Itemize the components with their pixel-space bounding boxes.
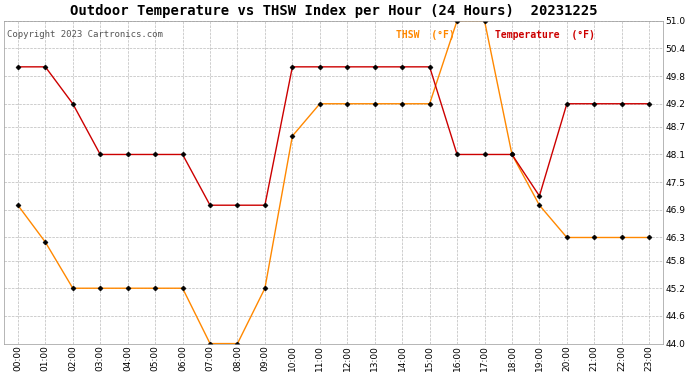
Text: Copyright 2023 Cartronics.com: Copyright 2023 Cartronics.com [8, 30, 164, 39]
Text: THSW  (°F): THSW (°F) [396, 30, 455, 40]
Text: Temperature  (°F): Temperature (°F) [495, 30, 595, 40]
Title: Outdoor Temperature vs THSW Index per Hour (24 Hours)  20231225: Outdoor Temperature vs THSW Index per Ho… [70, 4, 598, 18]
